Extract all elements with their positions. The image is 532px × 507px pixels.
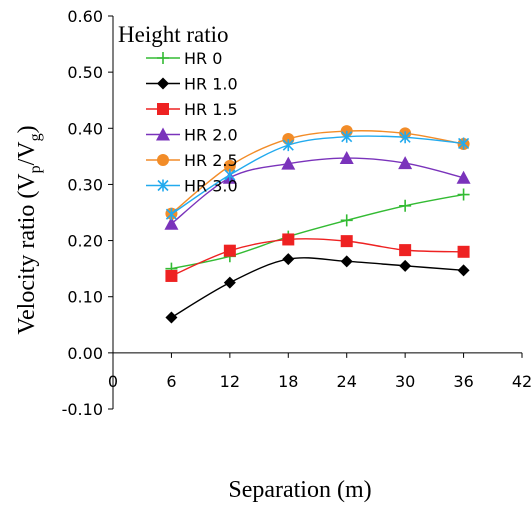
y-tick-label: 0.50 [67, 63, 103, 82]
series-line-hr-1-0 [171, 257, 464, 319]
series-hr-3-0 [165, 130, 470, 221]
data-point-hr-3-0 [399, 131, 411, 144]
legend-item-hr-1-0: HR 1.0 [146, 75, 238, 94]
data-point-hr-3-0 [282, 139, 294, 152]
legend-swatch-marker [157, 77, 169, 90]
x-axis-title: Separation (m) [228, 477, 371, 503]
series-line-hr-0 [171, 193, 464, 270]
legend-swatch-marker [157, 154, 169, 166]
series-line-hr-3-0 [171, 135, 464, 215]
y-tick-label: -0.10 [62, 400, 103, 419]
x-tick-label: 36 [453, 372, 473, 391]
x-tick-label: 18 [278, 372, 298, 391]
legend: Height ratio HR 0 HR 1.0 HR 1.5 HR 2.0 HR 2.… [118, 22, 238, 196]
series-hr-0 [165, 188, 470, 275]
x-tick-label: 30 [395, 372, 415, 391]
legend-label: HR 1.5 [184, 100, 238, 119]
data-point-hr-0 [399, 199, 412, 212]
y-tick-label: 0.60 [67, 7, 103, 26]
axes [108, 15, 523, 410]
data-point-hr-2-0 [398, 156, 413, 170]
y-tick-label: 0.30 [67, 175, 103, 194]
legend-label: HR 1.0 [184, 75, 238, 94]
legend-swatch-marker [157, 179, 169, 192]
data-point-hr-2-0 [456, 170, 471, 184]
data-point-hr-1-5 [457, 245, 470, 258]
legend-swatch-marker [157, 103, 169, 115]
data-point-hr-1-5 [282, 233, 295, 246]
x-tick-label: 0 [108, 372, 118, 391]
data-point-hr-3-0 [224, 168, 236, 181]
x-tick-label: 12 [220, 372, 240, 391]
data-point-hr-1-0 [282, 253, 295, 266]
series-hr-1-5 [165, 233, 470, 282]
data-point-hr-3-0 [458, 137, 470, 150]
y-tick-label: 0.20 [67, 232, 103, 251]
legend-title: Height ratio [118, 22, 229, 47]
data-point-hr-1-5 [165, 269, 178, 282]
legend-label: HR 0 [184, 49, 222, 68]
data-point-hr-1-0 [223, 276, 236, 289]
legend-item-hr-0: HR 0 [146, 49, 222, 68]
data-point-hr-1-0 [399, 259, 412, 272]
series-hr-1-0 [165, 253, 470, 324]
data-point-hr-0 [457, 188, 470, 201]
y-axis-title: Velocity ratio (Vp/Vg) [14, 125, 44, 334]
y-tick-label: 0.40 [67, 119, 103, 138]
y-tick-label: 0.10 [67, 288, 103, 307]
data-point-hr-1-0 [165, 311, 178, 324]
x-tick-label: 42 [512, 372, 532, 391]
data-point-hr-1-5 [340, 235, 353, 248]
data-point-hr-2-0 [281, 156, 296, 170]
series-line-hr-1-5 [171, 238, 464, 277]
legend-item-hr-1-5: HR 1.5 [146, 100, 238, 119]
legend-item-hr-2-5: HR 2.5 [146, 151, 238, 170]
x-tick-label: 6 [166, 372, 176, 391]
data-point-hr-1-0 [457, 264, 470, 277]
legend-label: HR 2.5 [184, 151, 238, 170]
data-point-hr-2-0 [339, 151, 354, 165]
data-point-hr-3-0 [341, 130, 353, 143]
legend-swatch-marker [156, 127, 170, 141]
legend-item-hr-2-0: HR 2.0 [146, 126, 238, 145]
y-tick-labels: -0.10 0.00 0.10 0.20 0.30 0.40 0.50 0.60 [62, 7, 103, 419]
y-tick-label: 0.00 [67, 344, 103, 363]
data-point-hr-2-0 [164, 216, 179, 230]
x-tick-labels: 0 6 12 18 24 30 36 42 [108, 372, 532, 391]
legend-label: HR 2.0 [184, 126, 238, 145]
data-point-hr-2-5 [223, 159, 236, 172]
data-point-hr-1-5 [399, 244, 412, 257]
legend-swatch-marker [157, 52, 169, 64]
data-point-hr-3-0 [165, 208, 177, 221]
data-point-hr-0 [340, 214, 353, 227]
data-point-hr-1-5 [223, 244, 236, 257]
x-tick-label: 24 [337, 372, 357, 391]
data-point-hr-1-0 [340, 255, 353, 268]
legend-item-hr-3-0: HR 3.0 [146, 177, 238, 196]
series-hr-2-0 [164, 151, 471, 230]
series-layer [164, 125, 471, 324]
legend-label: HR 3.0 [184, 177, 238, 196]
